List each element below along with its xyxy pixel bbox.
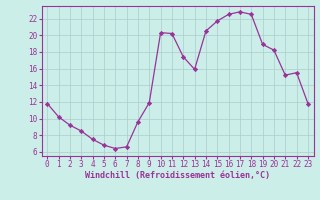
- X-axis label: Windchill (Refroidissement éolien,°C): Windchill (Refroidissement éolien,°C): [85, 171, 270, 180]
